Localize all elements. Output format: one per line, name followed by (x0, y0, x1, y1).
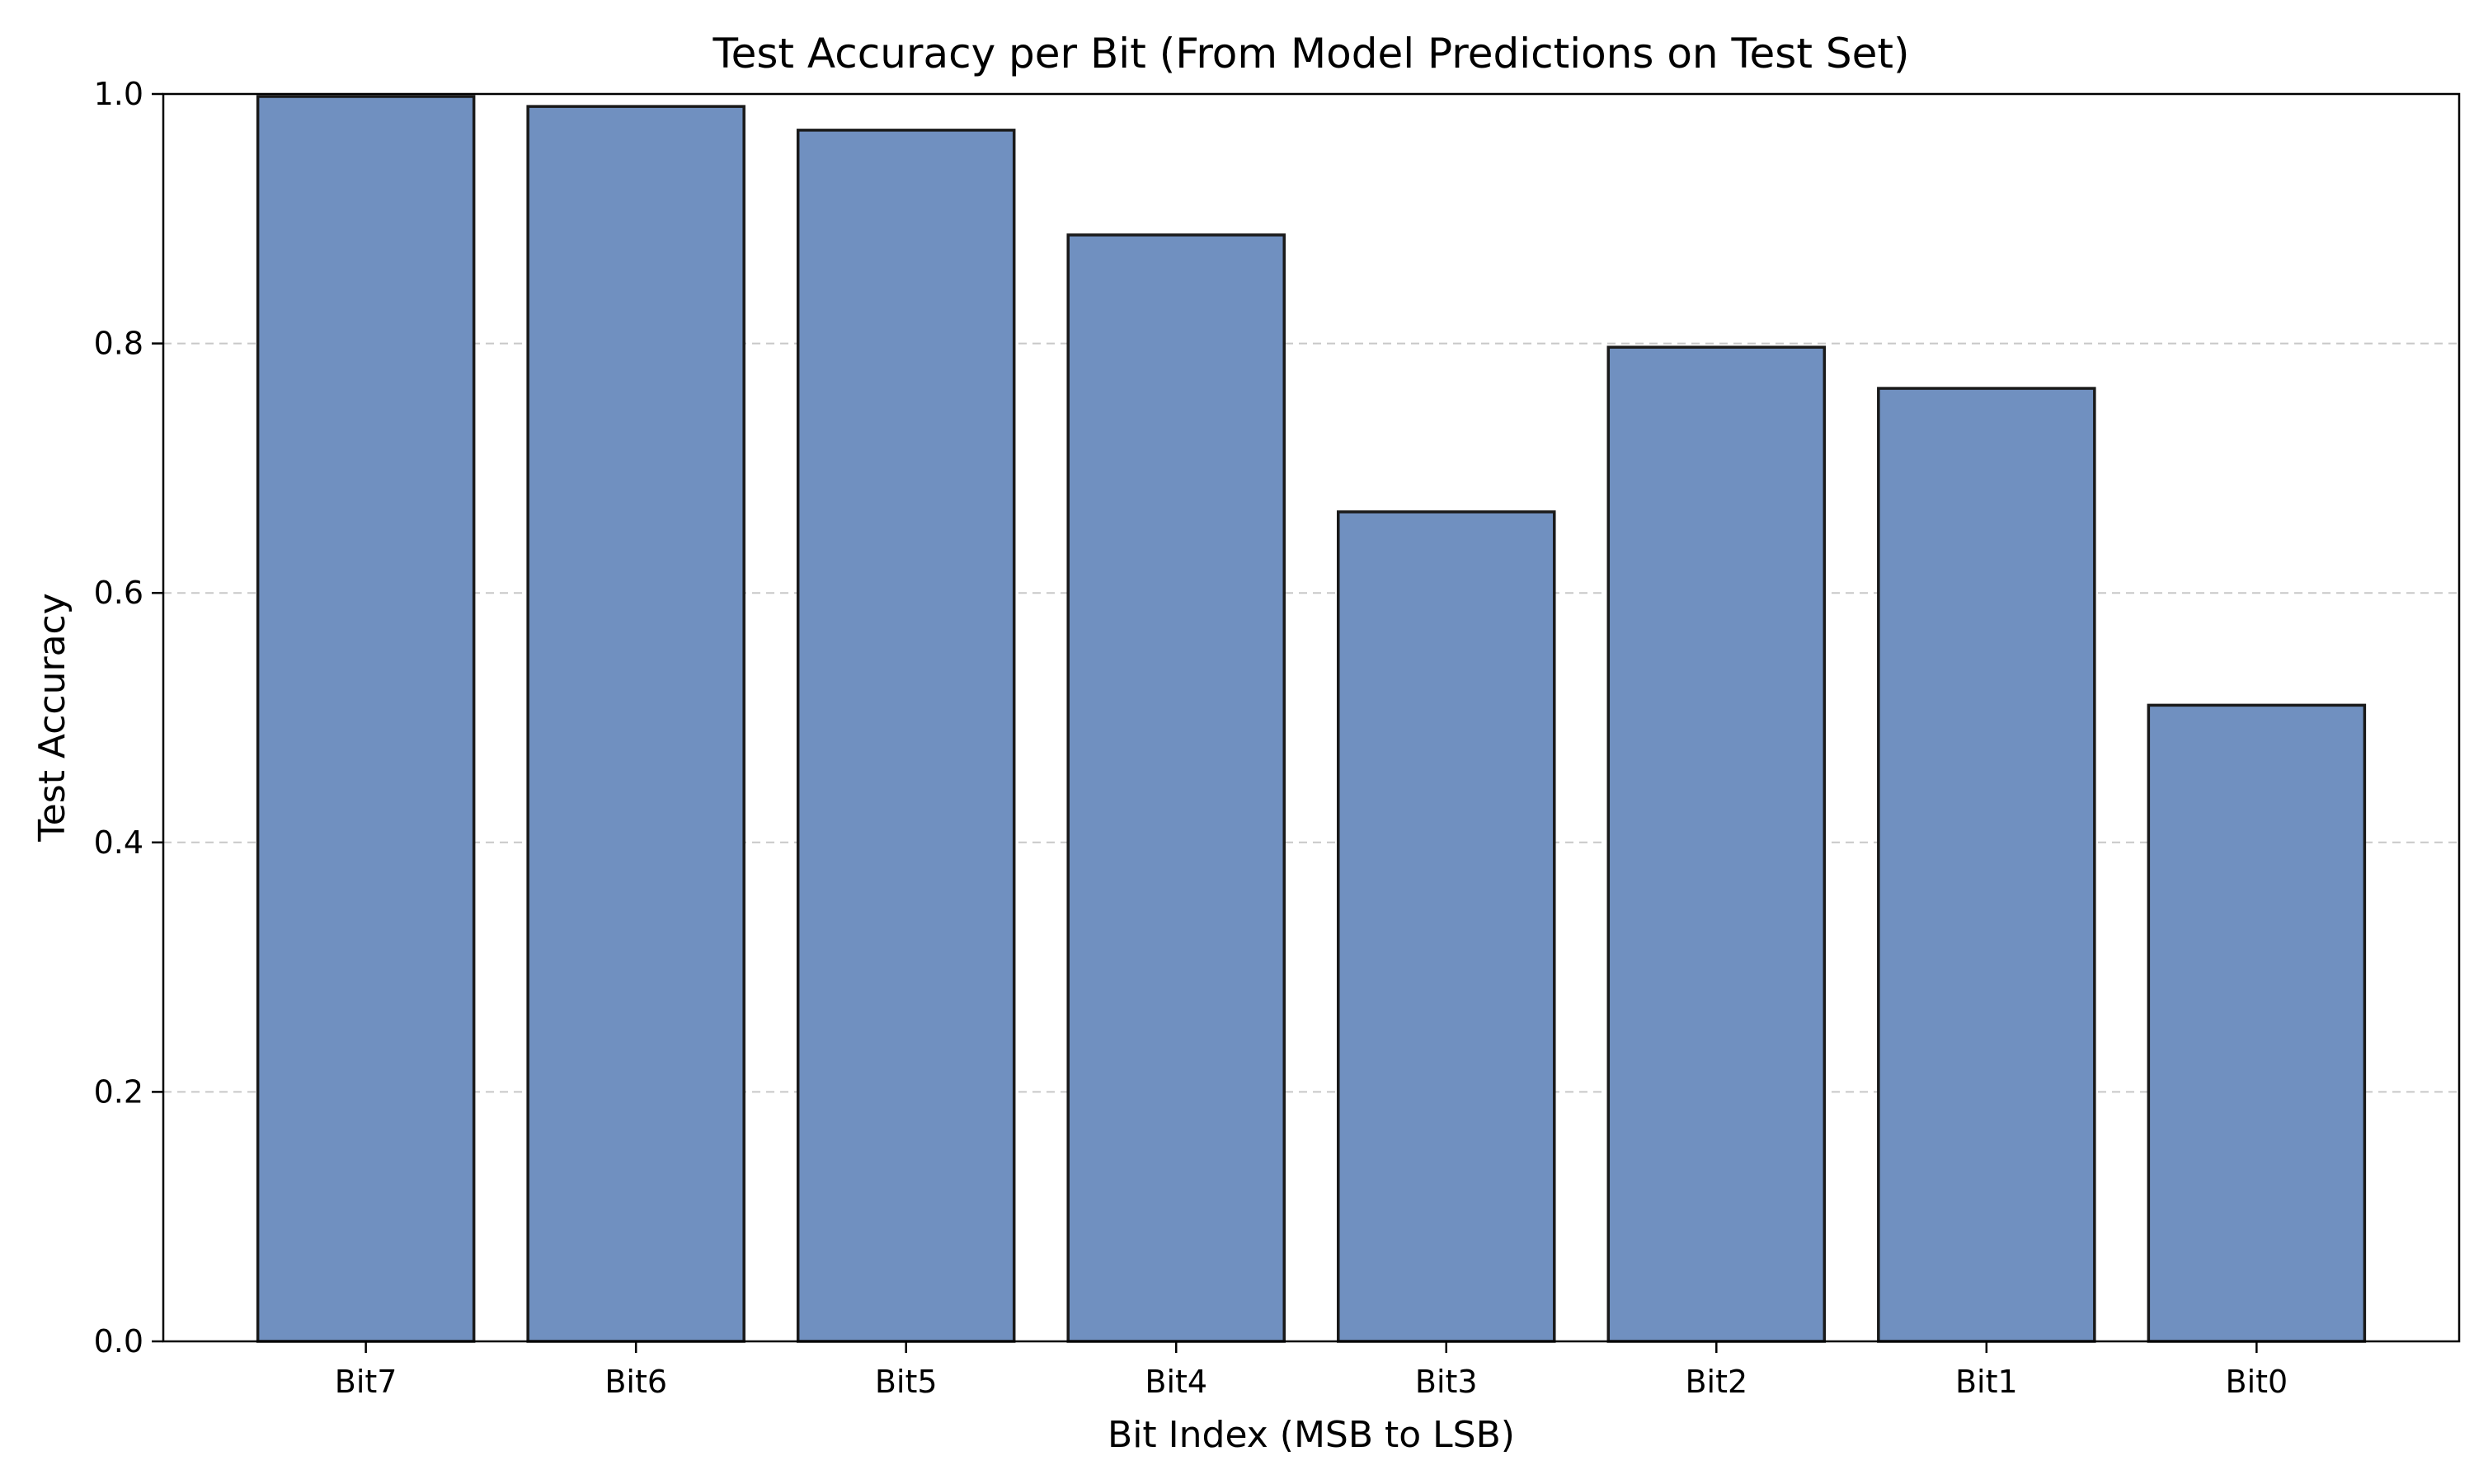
y-axis-ticks: 0.0 0.2 0.4 0.6 0.8 1.0 (94, 76, 163, 1360)
x-axis-ticks: Bit7 Bit6 Bit5 Bit4 Bit3 Bit2 Bit1 Bit0 (335, 1341, 2288, 1400)
y-tick-label: 1.0 (94, 76, 143, 112)
bar-bit4 (1066, 233, 1286, 1343)
y-tick-label: 0.2 (94, 1073, 143, 1110)
x-tick-label: Bit2 (1685, 1364, 1747, 1400)
x-tick-label: Bit0 (2226, 1364, 2288, 1400)
x-tick-label: Bit5 (875, 1364, 938, 1400)
y-axis-label: Test Accuracy (31, 593, 73, 843)
plot-frame (162, 92, 2461, 1343)
y-tick-label: 0.8 (94, 326, 143, 362)
y-tick-label: 0.0 (94, 1323, 143, 1360)
y-tick-label: 0.4 (94, 824, 143, 861)
bar-bit6 (526, 105, 745, 1343)
x-tick-label: Bit6 (604, 1364, 667, 1400)
chart-title: Test Accuracy per Bit (From Model Predic… (713, 30, 1910, 77)
grid-lines (163, 342, 2459, 1093)
bar-bit0 (2147, 703, 2367, 1343)
x-axis-label: Bit Index (MSB to LSB) (1108, 1414, 1515, 1456)
x-tick-label: Bit7 (335, 1364, 397, 1400)
bar-bit2 (1606, 345, 1827, 1343)
bar-bit7 (256, 95, 476, 1343)
bar-bit1 (1877, 387, 2096, 1343)
bars (256, 95, 2367, 1343)
x-tick-label: Bit3 (1415, 1364, 1478, 1400)
bar-bit3 (1337, 510, 1556, 1343)
x-tick-label: Bit4 (1145, 1364, 1207, 1400)
bar-bit5 (796, 129, 1016, 1343)
y-tick-label: 0.6 (94, 575, 143, 611)
x-tick-label: Bit1 (1955, 1364, 2018, 1400)
